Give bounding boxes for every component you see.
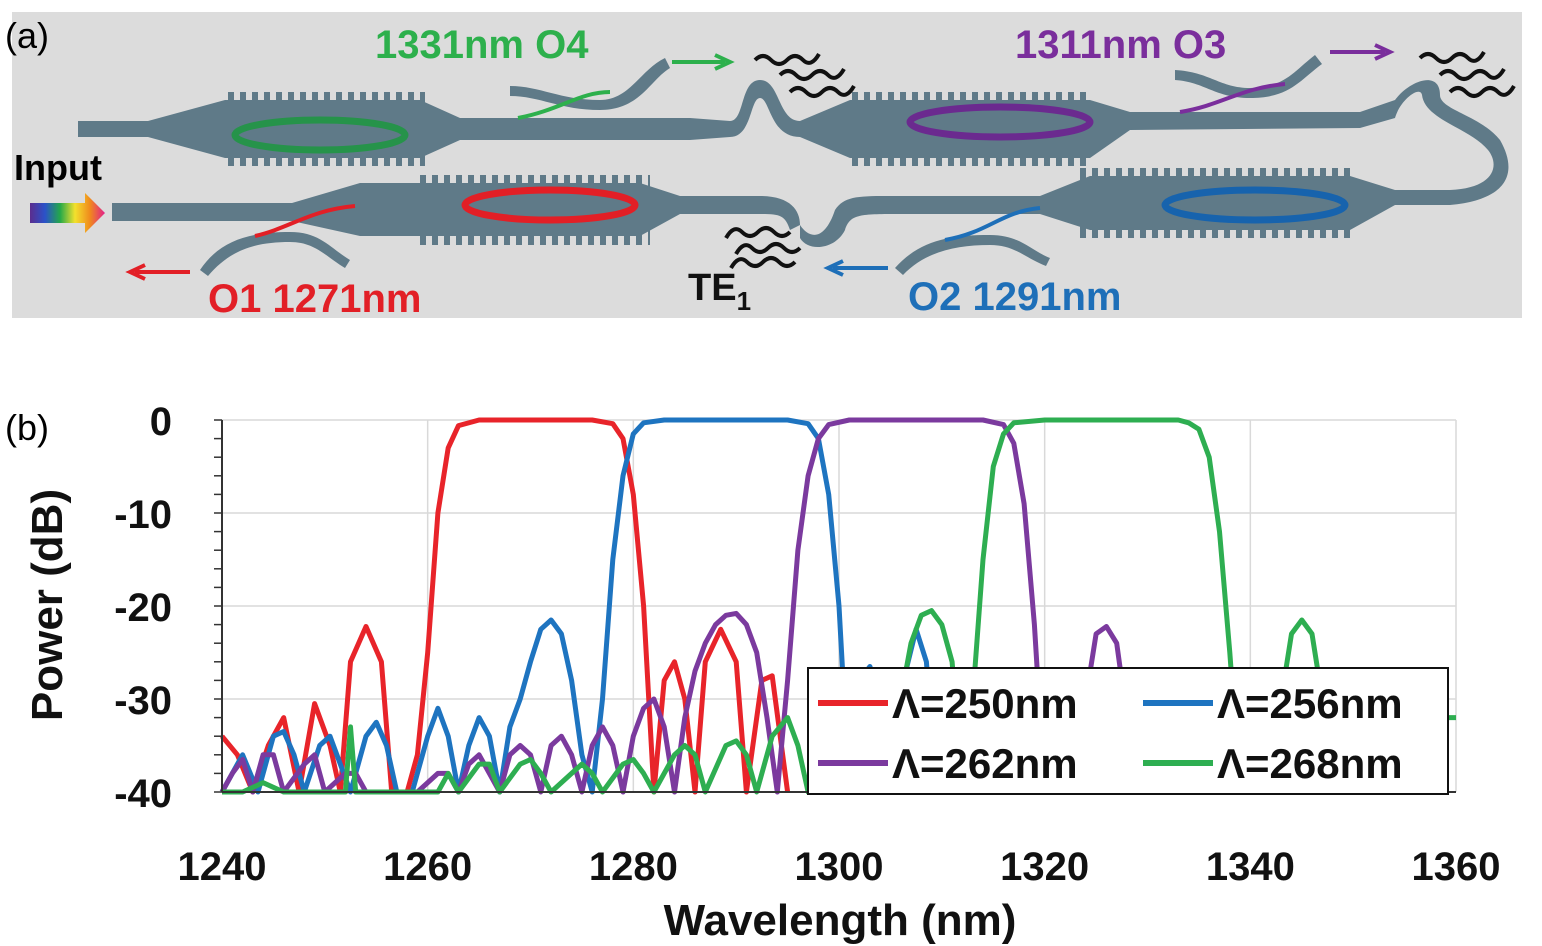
x-tick-label: 1240 (178, 845, 267, 889)
ring-arrow-o3 (906, 103, 1094, 141)
x-tick-label: 1280 (589, 845, 678, 889)
y-tick-label: -30 (114, 679, 172, 723)
y-tick-label: -20 (114, 586, 172, 630)
y-tick-label: -40 (114, 772, 172, 816)
port-label-o3: 1311nm O3 (1015, 23, 1226, 67)
panel-b-label: (b) (5, 407, 49, 448)
mode-label-sub: 1 (737, 286, 751, 316)
legend-label: Λ=268nm (1217, 740, 1403, 787)
legend-label: Λ=256nm (1217, 680, 1403, 727)
x-axis-label: Wavelength (nm) (664, 896, 1017, 945)
mode-label: TE1 (688, 267, 751, 316)
port-label-o4: 1331nm O4 (375, 23, 589, 67)
y-tick-label: -10 (114, 493, 172, 537)
device-schematic: (a) (5, 12, 1522, 321)
x-tick-label: 1340 (1206, 845, 1295, 889)
mode-label-main: TE (688, 267, 737, 309)
ring-arrow-o4 (231, 116, 409, 154)
legend-label: Λ=250nm (892, 680, 1078, 727)
port-arrows (125, 43, 1395, 281)
y-axis-label: Power (dB) (23, 489, 72, 721)
panel-a-label: (a) (5, 15, 49, 56)
port-label-o1: O1 1271nm (208, 277, 421, 321)
input-arrow (30, 193, 105, 233)
series-line-1 (219, 417, 940, 795)
x-tick-label: 1360 (1412, 845, 1501, 889)
series-line-0 (220, 417, 791, 795)
legend-label: Λ=262nm (892, 740, 1078, 787)
x-tick-label: 1320 (1000, 845, 1089, 889)
ring-arrow-o1 (461, 186, 639, 224)
x-tick-label: 1260 (383, 845, 472, 889)
port-label-o2: O2 1291nm (908, 275, 1121, 319)
input-label: Input (14, 147, 102, 188)
radiation-arrows (724, 50, 1516, 270)
legend-box (807, 667, 1449, 795)
ring-arrow-o2 (1161, 186, 1349, 224)
x-tick-label: 1300 (795, 845, 884, 889)
y-tick-label: 0 (150, 400, 172, 444)
